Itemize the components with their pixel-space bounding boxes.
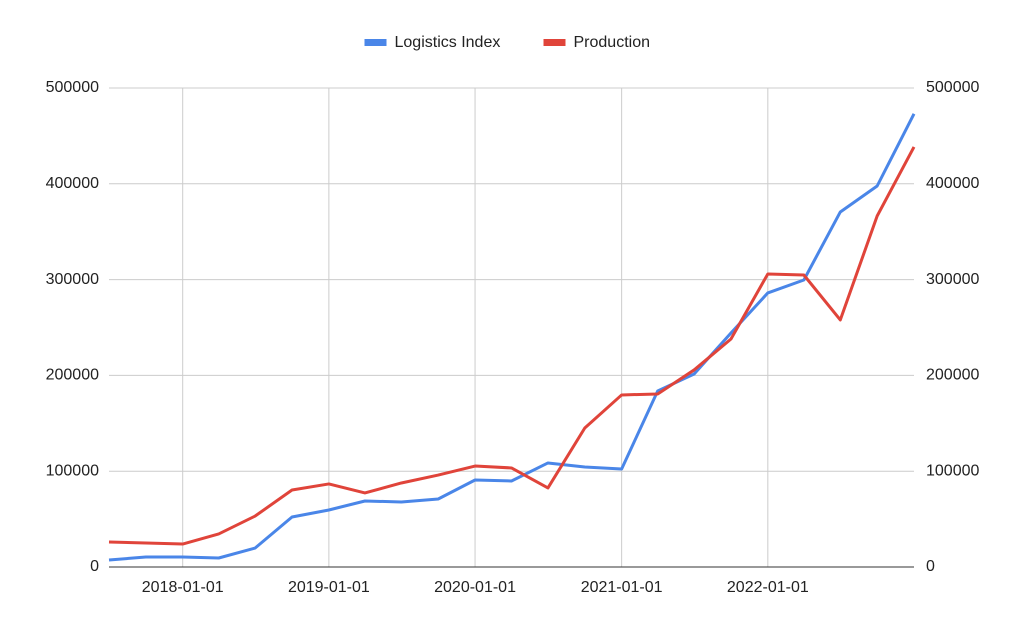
x-tick-label: 2020-01-01 (434, 579, 516, 596)
y2-tick-label: 400000 (926, 175, 979, 192)
y2-tick-label: 300000 (926, 271, 979, 288)
y-tick-label: 200000 (46, 367, 99, 384)
x-tick-label: 2022-01-01 (727, 579, 809, 596)
data-line (108, 113, 916, 562)
x-tick-label: 2019-01-01 (288, 579, 370, 596)
legend-swatch (543, 39, 566, 46)
legend-label: Logistics Index (395, 34, 501, 51)
y2-tick-label: 0 (926, 558, 935, 575)
y-tick-label: 500000 (46, 79, 99, 96)
y2-tick-label: 500000 (926, 79, 979, 96)
y-tick-label: 0 (90, 558, 99, 575)
x-tick-label: 2018-01-01 (142, 579, 224, 596)
y2-tick-label: 200000 (926, 367, 979, 384)
y-tick-label: 300000 (46, 271, 99, 288)
legend-label: Production (574, 34, 651, 51)
x-tick-label: 2021-01-01 (581, 579, 663, 596)
y-tick-label: 100000 (46, 462, 99, 479)
legend-swatch (364, 39, 387, 46)
y2-tick-label: 100000 (926, 462, 979, 479)
data-line (108, 146, 916, 546)
y-tick-label: 400000 (46, 175, 99, 192)
